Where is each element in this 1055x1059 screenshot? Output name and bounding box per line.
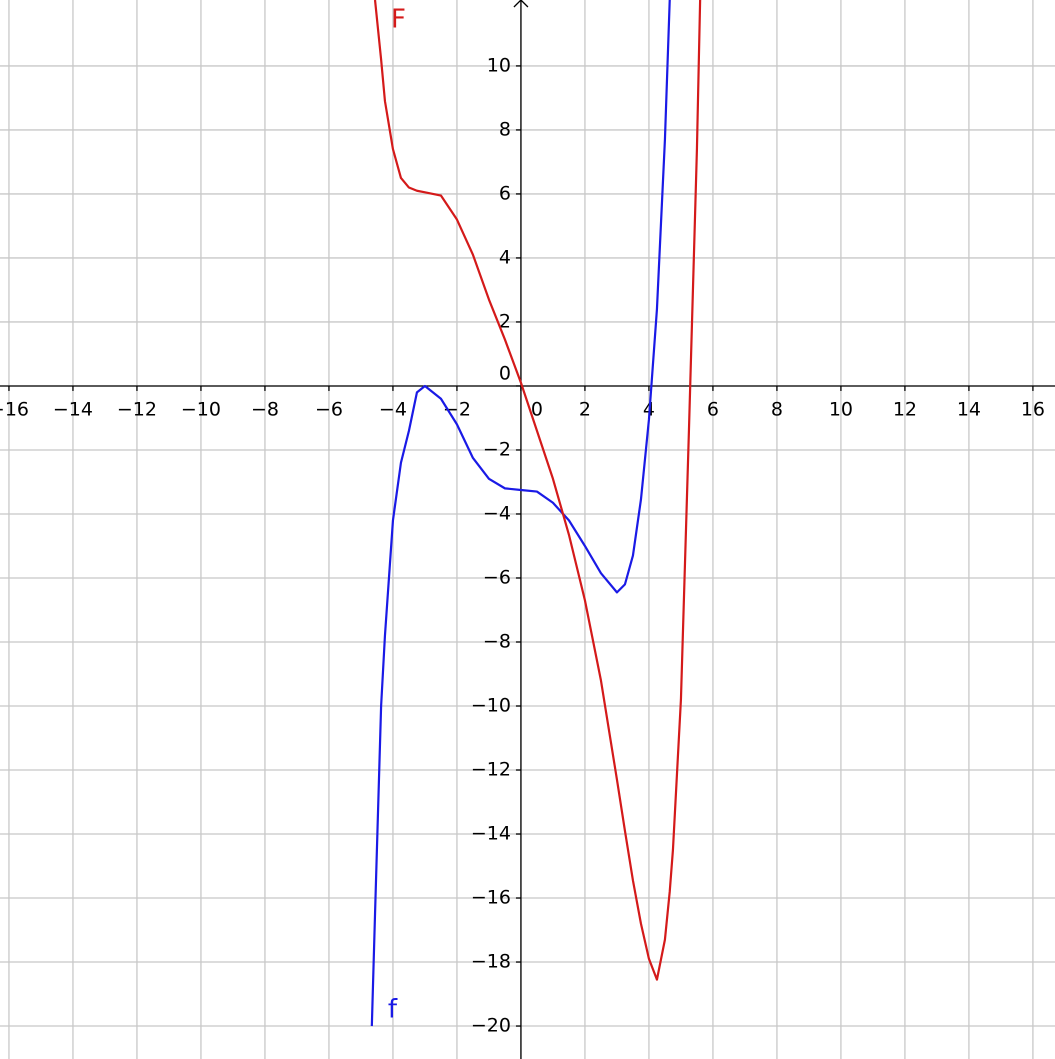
- x-tick-label: −4: [379, 398, 407, 420]
- x-tick-label: −12: [117, 398, 157, 420]
- y-tick-label: 2: [499, 310, 511, 332]
- series-line: [373, 0, 702, 981]
- y-tick-label: −2: [483, 438, 511, 460]
- x-tick-label: 16: [1021, 398, 1045, 420]
- series-label: f: [388, 995, 398, 1025]
- x-tick-label: −6: [315, 398, 343, 420]
- x-tick-label: 10: [829, 398, 853, 420]
- x-tick-label: −16: [0, 398, 29, 420]
- x-tick-label: −8: [251, 398, 279, 420]
- y-tick-label: −18: [471, 951, 511, 973]
- x-tick-label: 6: [707, 398, 719, 420]
- y-tick-label: 6: [499, 182, 511, 204]
- y-tick-label: −20: [471, 1015, 511, 1037]
- y-tick-label: 10: [487, 54, 511, 76]
- x-tick-label: 14: [957, 398, 981, 420]
- y-tick-label: 8: [499, 118, 511, 140]
- y-tick-label: −4: [483, 502, 511, 524]
- x-tick-label: −10: [181, 398, 221, 420]
- x-tick-label: 8: [771, 398, 783, 420]
- y-axis-arrow: [513, 0, 529, 8]
- y-tick-label: −10: [471, 695, 511, 717]
- x-tick-label: 2: [579, 398, 591, 420]
- y-tick-label: −14: [471, 823, 511, 845]
- y-tick-label: −8: [483, 630, 511, 652]
- series-line: [370, 0, 671, 1027]
- y-tick-label: −6: [483, 566, 511, 588]
- y-tick-label: 0: [499, 362, 511, 384]
- x-tick-label: 12: [893, 398, 917, 420]
- y-tick-label: −12: [471, 759, 511, 781]
- tick-labels: −16−14−12−10−8−6−4−20246810121416−20−18−…: [0, 54, 1045, 1036]
- x-tick-label: 0: [531, 398, 543, 420]
- y-tick-label: −16: [471, 887, 511, 909]
- curves: fF: [370, 0, 702, 1027]
- series-label: F: [391, 5, 406, 35]
- y-tick-label: 4: [499, 246, 511, 268]
- x-tick-label: −14: [53, 398, 93, 420]
